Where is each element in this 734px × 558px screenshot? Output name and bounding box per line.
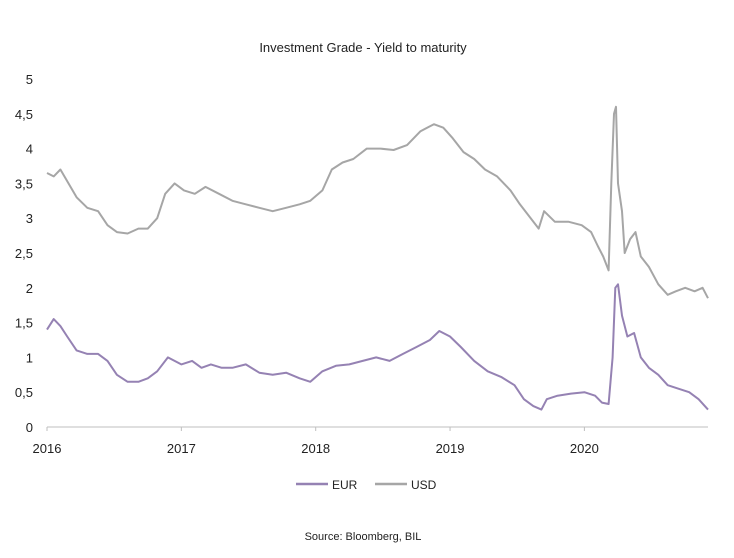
chart-title: Investment Grade - Yield to maturity [259,40,467,55]
legend: EUR USD [296,478,437,492]
series-line-eur [46,283,709,411]
y-tick-label: 3,5 [15,176,33,191]
x-axis-ticks: 2016 2017 2018 2019 2020 [33,427,599,456]
y-tick-label: 4 [26,142,33,157]
y-tick-label: 0 [26,420,33,435]
y-tick-label: 5 [26,72,33,87]
chart-source: Source: Bloomberg, BIL [305,531,422,543]
y-tick-label: 0,5 [15,385,33,400]
legend-label-usd: USD [411,478,437,492]
series-line-usd [46,105,709,299]
y-tick-label: 4,5 [15,107,33,122]
x-tick-label: 2020 [570,441,599,456]
legend-label-eur: EUR [332,478,358,492]
y-tick-label: 1,5 [15,316,33,331]
x-tick-label: 2016 [33,441,62,456]
y-tick-label: 2,5 [15,246,33,261]
y-tick-label: 1 [26,350,33,365]
x-tick-label: 2019 [436,441,465,456]
y-axis-ticks: 0 0,5 1 1,5 2 2,5 3 3,5 4 4,5 5 [15,72,33,435]
x-tick-label: 2017 [167,441,196,456]
x-tick-label: 2018 [301,441,330,456]
y-tick-label: 3 [26,211,33,226]
series-lines [46,105,709,411]
y-tick-label: 2 [26,281,33,296]
